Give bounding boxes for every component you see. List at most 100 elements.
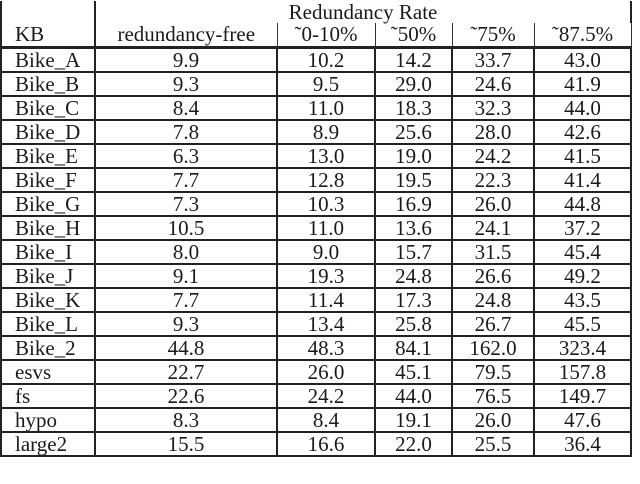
kb-cell: Bike_E bbox=[0, 143, 96, 169]
value-cell: 45.1 bbox=[374, 359, 453, 385]
value-cell: 31.5 bbox=[451, 239, 535, 265]
value-cell: 8.4 bbox=[276, 407, 376, 433]
value-cell: 16.9 bbox=[374, 191, 453, 217]
header-50: ˜50% bbox=[374, 23, 453, 49]
value-cell: 26.0 bbox=[276, 359, 376, 385]
table-row: Bike_E 6.3 13.0 19.0 24.2 41.5 bbox=[0, 143, 632, 169]
value-cell: 44.0 bbox=[374, 383, 453, 409]
value-cell: 6.3 bbox=[94, 143, 278, 169]
value-cell: 22.6 bbox=[94, 383, 278, 409]
value-cell: 7.7 bbox=[94, 287, 278, 313]
value-cell: 18.3 bbox=[374, 95, 453, 121]
value-cell: 44.0 bbox=[533, 95, 632, 121]
value-cell: 26.0 bbox=[451, 191, 535, 217]
value-cell: 9.1 bbox=[94, 263, 278, 289]
kb-cell: hypo bbox=[0, 407, 96, 433]
value-cell: 323.4 bbox=[533, 335, 632, 361]
value-cell: 76.5 bbox=[451, 383, 535, 409]
value-cell: 26.0 bbox=[451, 407, 535, 433]
value-cell: 37.2 bbox=[533, 215, 632, 241]
value-cell: 7.3 bbox=[94, 191, 278, 217]
value-cell: 25.6 bbox=[374, 119, 453, 145]
table-row: Bike_K 7.7 11.4 17.3 24.8 43.5 bbox=[0, 287, 632, 313]
header-87-5: ˜87.5% bbox=[533, 23, 632, 49]
table-row: hypo 8.3 8.4 19.1 26.0 47.6 bbox=[0, 407, 632, 433]
value-cell: 84.1 bbox=[374, 335, 453, 361]
value-cell: 24.2 bbox=[451, 143, 535, 169]
value-cell: 7.8 bbox=[94, 119, 278, 145]
kb-cell: Bike_C bbox=[0, 95, 96, 121]
kb-cell: Bike_2 bbox=[0, 335, 96, 361]
value-cell: 9.0 bbox=[276, 239, 376, 265]
header-75: ˜75% bbox=[451, 23, 535, 49]
value-cell: 15.5 bbox=[94, 431, 278, 457]
header-row: KB redundancy-free ˜0-10% ˜50% ˜75% ˜87.… bbox=[0, 23, 632, 49]
value-cell: 24.2 bbox=[276, 383, 376, 409]
value-cell: 11.0 bbox=[276, 215, 376, 241]
table-row: Bike_F 7.7 12.8 19.5 22.3 41.4 bbox=[0, 167, 632, 193]
value-cell: 42.6 bbox=[533, 119, 632, 145]
value-cell: 157.8 bbox=[533, 359, 632, 385]
value-cell: 7.7 bbox=[94, 167, 278, 193]
value-cell: 19.3 bbox=[276, 263, 376, 289]
value-cell: 43.5 bbox=[533, 287, 632, 313]
table-row: Bike_D 7.8 8.9 25.6 28.0 42.6 bbox=[0, 119, 632, 145]
value-cell: 26.6 bbox=[451, 263, 535, 289]
table-row: Bike_H 10.5 11.0 13.6 24.1 37.2 bbox=[0, 215, 632, 241]
table-row: esvs 22.7 26.0 45.1 79.5 157.8 bbox=[0, 359, 632, 385]
value-cell: 149.7 bbox=[533, 383, 632, 409]
value-cell: 36.4 bbox=[533, 431, 632, 457]
value-cell: 8.9 bbox=[276, 119, 376, 145]
value-cell: 79.5 bbox=[451, 359, 535, 385]
value-cell: 24.8 bbox=[374, 263, 453, 289]
header-0-10: ˜0-10% bbox=[276, 23, 376, 49]
value-cell: 41.4 bbox=[533, 167, 632, 193]
kb-cell: Bike_D bbox=[0, 119, 96, 145]
table-row: fs 22.6 24.2 44.0 76.5 149.7 bbox=[0, 383, 632, 409]
value-cell: 13.6 bbox=[374, 215, 453, 241]
header-kb: KB bbox=[0, 23, 96, 49]
value-cell: 16.6 bbox=[276, 431, 376, 457]
value-cell: 24.1 bbox=[451, 215, 535, 241]
value-cell: 10.5 bbox=[94, 215, 278, 241]
value-cell: 8.0 bbox=[94, 239, 278, 265]
value-cell: 19.1 bbox=[374, 407, 453, 433]
table-row: Bike_2 44.8 48.3 84.1 162.0 323.4 bbox=[0, 335, 632, 361]
table-row: Bike_A 9.9 10.2 14.2 33.7 43.0 bbox=[0, 46, 632, 73]
value-cell: 29.0 bbox=[374, 71, 453, 97]
value-cell: 9.3 bbox=[94, 311, 278, 337]
value-cell: 28.0 bbox=[451, 119, 535, 145]
value-cell: 41.9 bbox=[533, 71, 632, 97]
header-redundancy-free: redundancy-free bbox=[94, 23, 278, 49]
value-cell: 9.9 bbox=[94, 46, 278, 73]
table-row: Bike_B 9.3 9.5 29.0 24.6 41.9 bbox=[0, 71, 632, 97]
value-cell: 25.8 bbox=[374, 311, 453, 337]
value-cell: 24.6 bbox=[451, 71, 535, 97]
value-cell: 49.2 bbox=[533, 263, 632, 289]
value-cell: 45.5 bbox=[533, 311, 632, 337]
value-cell: 25.5 bbox=[451, 431, 535, 457]
table-row: Bike_C 8.4 11.0 18.3 32.3 44.0 bbox=[0, 95, 632, 121]
value-cell: 19.5 bbox=[374, 167, 453, 193]
table-row: large2 15.5 16.6 22.0 25.5 36.4 bbox=[0, 431, 632, 457]
kb-cell: Bike_K bbox=[0, 287, 96, 313]
value-cell: 22.7 bbox=[94, 359, 278, 385]
value-cell: 41.5 bbox=[533, 143, 632, 169]
value-cell: 12.8 bbox=[276, 167, 376, 193]
kb-cell: esvs bbox=[0, 359, 96, 385]
kb-cell: Bike_I bbox=[0, 239, 96, 265]
value-cell: 22.3 bbox=[451, 167, 535, 193]
value-cell: 9.3 bbox=[94, 71, 278, 97]
value-cell: 45.4 bbox=[533, 239, 632, 265]
value-cell: 13.4 bbox=[276, 311, 376, 337]
redundancy-table: Redundancy Rate KB redundancy-free ˜0-10… bbox=[0, 1, 632, 457]
value-cell: 162.0 bbox=[451, 335, 535, 361]
value-cell: 24.8 bbox=[451, 287, 535, 313]
kb-cell: Bike_G bbox=[0, 191, 96, 217]
table-row: Bike_I 8.0 9.0 15.7 31.5 45.4 bbox=[0, 239, 632, 265]
value-cell: 11.0 bbox=[276, 95, 376, 121]
value-cell: 19.0 bbox=[374, 143, 453, 169]
kb-cell: Bike_B bbox=[0, 71, 96, 97]
kb-cell: fs bbox=[0, 383, 96, 409]
value-cell: 9.5 bbox=[276, 71, 376, 97]
